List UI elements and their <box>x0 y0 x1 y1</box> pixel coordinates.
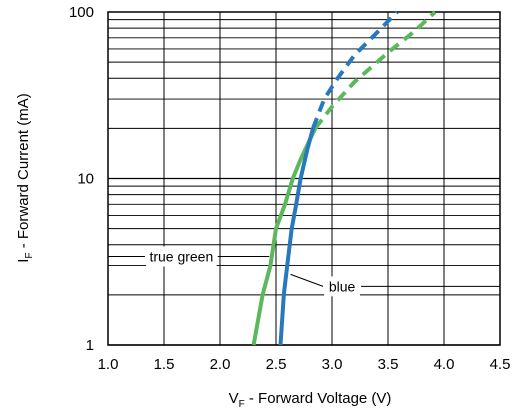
series-true-green-solid <box>251 127 318 346</box>
x-axis-title-main: V <box>229 390 239 407</box>
series-true-green-dashed <box>313 10 437 130</box>
plot-frame <box>107 11 501 346</box>
x-tick-label: 2.5 <box>266 356 287 373</box>
x-axis-title-sub: F <box>239 399 245 410</box>
series-blue-solid <box>278 127 315 346</box>
x-axis-title-rest: - Forward Voltage (V) <box>245 390 392 407</box>
x-tick-label: 1.0 <box>98 356 119 373</box>
x-tick-label: 3.5 <box>378 356 399 373</box>
x-tick-label: 2.0 <box>210 356 231 373</box>
y-tick-label: 100 <box>69 4 94 21</box>
label-bg-blue <box>324 276 360 297</box>
y-axis-title-main: I <box>15 259 32 263</box>
x-tick-label: 4.0 <box>434 356 455 373</box>
y-tick-labels: 1 10 100 <box>69 4 94 354</box>
series-blue-dashed <box>311 10 399 130</box>
y-axis-title: IF - Forward Current (mA) <box>15 93 35 262</box>
curve-labels: true green blue <box>108 246 500 297</box>
y-tick-label: 1 <box>86 337 94 354</box>
label-bg-true-green <box>146 246 217 267</box>
x-tick-label: 3.0 <box>322 356 343 373</box>
y-axis-title-rest: - Forward Current (mA) <box>15 93 32 252</box>
x-tick-label: 4.5 <box>490 356 511 373</box>
series-layer <box>251 10 437 346</box>
label-true-green: true green <box>149 249 213 265</box>
x-axis-title: VF - Forward Voltage (V) <box>229 390 392 410</box>
chart-grid <box>107 12 501 346</box>
y-tick-label: 10 <box>77 171 94 188</box>
x-tick-label: 1.5 <box>154 356 175 373</box>
label-leader-blue <box>290 273 324 287</box>
label-blue: blue <box>329 278 356 294</box>
x-tick-labels: 1.0 1.5 2.0 2.5 3.0 3.5 4.0 4.5 <box>98 356 511 373</box>
y-axis-title-sub: F <box>24 252 35 258</box>
